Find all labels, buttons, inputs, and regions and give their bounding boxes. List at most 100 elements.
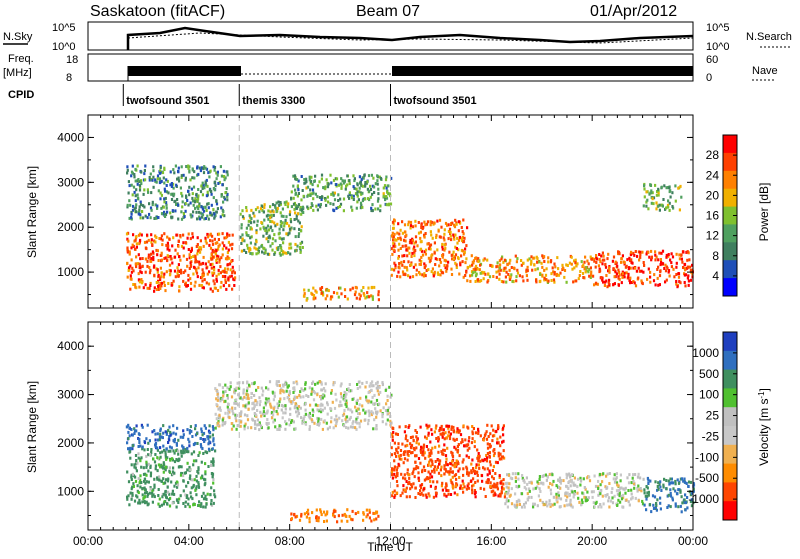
x-tick-label: 00:00 — [678, 534, 708, 548]
colorbar-swatch — [723, 135, 737, 154]
velocity-echo-band — [126, 447, 217, 509]
nsky-right-tick-top: 10^5 — [706, 22, 730, 34]
colorbar-tick-label: 25 — [706, 409, 720, 423]
velocity-echo-band — [504, 472, 645, 509]
freq-label: Freq. — [8, 53, 34, 65]
cpid-segment-label: themis 3300 — [242, 95, 305, 107]
freq-block-2 — [392, 66, 693, 76]
colorbar-swatch — [723, 224, 737, 243]
nsky-right-tick-bottom: 10^0 — [706, 41, 730, 53]
beam-title: Beam 07 — [356, 3, 420, 20]
colorbar-swatch — [723, 407, 737, 427]
nsearch-label: N.Search — [746, 31, 792, 43]
velocity-echo-band — [643, 476, 696, 514]
colorbar-tick-label: 1000 — [692, 346, 719, 360]
velocity-echo-band — [125, 423, 216, 451]
date-title: 01/Apr/2012 — [590, 3, 677, 20]
power-echo-band — [642, 182, 683, 212]
colorbar-tick-label: 12 — [706, 229, 720, 243]
y-tick-label: 1000 — [57, 484, 84, 498]
cpid-segment-label: twofsound 3501 — [126, 95, 209, 107]
nsky-left-tick-bottom: 10^0 — [52, 41, 76, 53]
power-ylabel: Slant Range [km] — [25, 166, 39, 258]
power-colorbar-label: Power [dB] — [757, 183, 771, 242]
freq-strip: Freq. [MHz] 18 8 60 0 Nave — [3, 53, 778, 84]
colorbar-swatch — [723, 242, 737, 261]
colorbar-tick-label: 100 — [699, 388, 719, 402]
colorbar-swatch — [723, 463, 737, 483]
station-title: Saskatoon (fitACF) — [90, 3, 225, 20]
colorbar-tick-label: -500 — [695, 471, 719, 485]
nave-tick-bottom: 0 — [706, 72, 712, 84]
power-echo-band — [302, 285, 380, 302]
power-echo-band — [126, 164, 229, 221]
velocity-panel: 1000 2000 3000 4000 00:00 04:00 08:00 12:00 16:0… — [25, 321, 772, 554]
nsky-trace — [126, 26, 694, 50]
cpid-label: CPID — [8, 89, 34, 101]
cpid-segment-label: twofsound 3501 — [394, 95, 477, 107]
power-echo-band — [390, 218, 469, 279]
freq-block-1 — [128, 66, 241, 76]
colorbar-swatch — [723, 170, 737, 190]
y-tick-label: 4000 — [57, 130, 84, 144]
velocity-echo-band — [390, 423, 506, 499]
velocity-echo-data — [125, 380, 696, 524]
nave-label: Nave — [752, 65, 778, 77]
velocity-echo-band — [214, 380, 393, 432]
power-colorbar: 28 24 20 16 12 8 4 — [706, 134, 738, 297]
colorbar-swatch — [723, 350, 737, 371]
power-echo-data — [125, 164, 694, 302]
x-tick-label: 08:00 — [275, 534, 305, 548]
velocity-colorbar: 1000 500 100 25 -25 -100 -500 -1000 — [688, 331, 738, 521]
colorbar-tick-label: -25 — [702, 429, 720, 443]
colorbar-tick-label: -1000 — [688, 492, 719, 506]
power-echo-band — [125, 231, 237, 293]
power-echo-band — [239, 200, 305, 257]
colorbar-swatch — [723, 152, 737, 172]
y-tick-label: 3000 — [57, 175, 84, 189]
colorbar-tick-label: 500 — [699, 367, 719, 381]
x-axis-label: Time UT — [367, 540, 413, 554]
colorbar-swatch — [723, 206, 737, 225]
colorbar-swatch — [723, 482, 737, 502]
y-tick-label: 2000 — [57, 220, 84, 234]
colorbar-swatch — [723, 501, 737, 521]
colorbar-tick-label: 8 — [712, 249, 719, 263]
y-tick-label: 4000 — [57, 339, 84, 353]
colorbar-tick-label: 28 — [706, 148, 720, 162]
nsearch-trace — [127, 32, 694, 44]
x-tick-label: 04:00 — [174, 534, 204, 548]
velocity-colorbar-label: Velocity [m s-1] — [757, 388, 772, 466]
power-echo-band — [290, 173, 393, 213]
colorbar-swatch — [723, 332, 737, 352]
freq-unit: [MHz] — [3, 67, 32, 79]
x-tick-label: 12:00 — [375, 534, 405, 548]
freq-tick-top: 18 — [66, 54, 78, 66]
x-tick-label: 20:00 — [577, 534, 607, 548]
colorbar-swatch — [723, 388, 737, 408]
colorbar-swatch — [723, 369, 737, 389]
y-tick-label: 1000 — [57, 265, 84, 279]
velocity-echo-band — [290, 508, 380, 524]
x-tick-label: 00:00 — [73, 534, 103, 548]
colorbar-swatch — [723, 444, 737, 465]
colorbar-swatch — [723, 260, 737, 279]
cpid-row: CPID twofsound 3501 themis 3300 twofsound … — [8, 84, 477, 107]
freq-tick-bottom: 8 — [66, 72, 72, 84]
colorbar-swatch — [723, 426, 737, 446]
colorbar-swatch — [723, 188, 737, 208]
nsky-strip: N.Sky 10^5 10^0 10^5 10^0 N.Search — [3, 21, 792, 53]
y-tick-label: 3000 — [57, 388, 84, 402]
power-echo-band — [593, 249, 694, 289]
colorbar-tick-label: -100 — [695, 450, 719, 464]
power-panel: 1000 2000 3000 4000 Slant Range [km] 28 24 20… — [25, 114, 771, 309]
nsky-label: N.Sky — [3, 31, 33, 43]
colorbar-tick-label: 16 — [706, 209, 720, 223]
nsky-left-tick-top: 10^5 — [52, 22, 76, 34]
power-echo-band — [466, 254, 595, 284]
colorbar-tick-label: 4 — [712, 269, 719, 283]
colorbar-swatch — [723, 278, 737, 297]
y-tick-label: 2000 — [57, 436, 84, 450]
colorbar-tick-label: 20 — [706, 188, 720, 202]
